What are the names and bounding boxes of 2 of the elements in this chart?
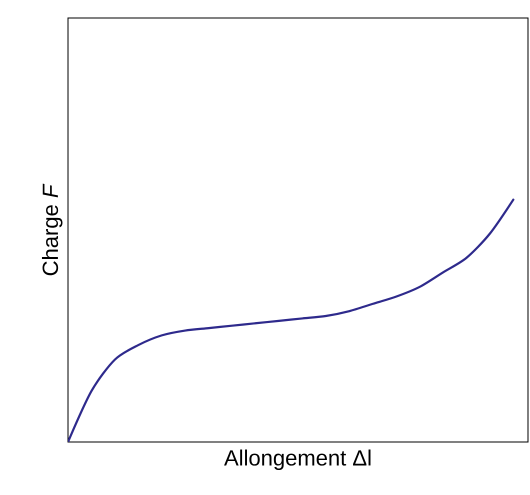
x-axis-title: Allongement Δl bbox=[224, 450, 370, 470]
y-axis-title: Charge F bbox=[42, 184, 62, 276]
